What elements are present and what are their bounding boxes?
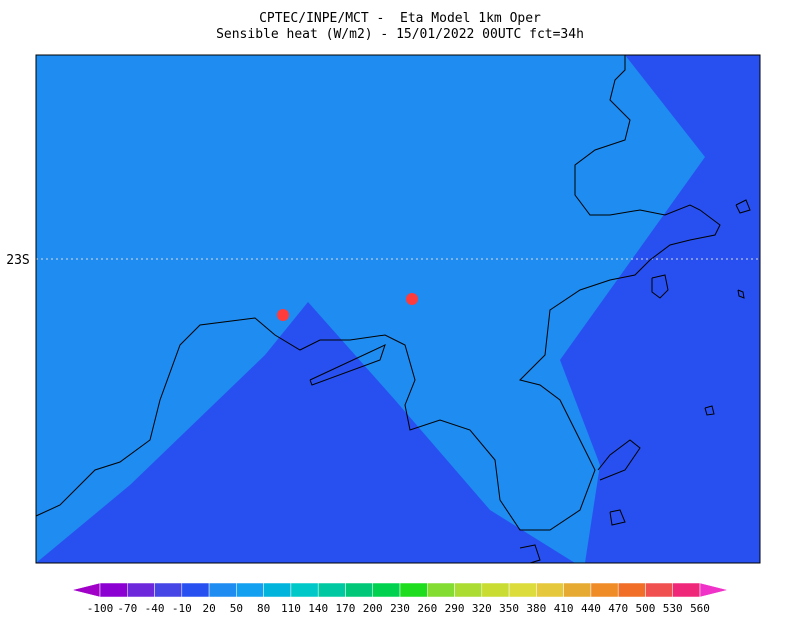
colorbar-box <box>236 582 264 598</box>
coastline <box>519 544 541 564</box>
colorbar-label: 440 <box>581 602 601 615</box>
colorbar-label: 380 <box>526 602 546 615</box>
colorbar-label: 290 <box>445 602 465 615</box>
colorbar-label: -40 <box>145 602 165 615</box>
colorbar-box <box>536 582 564 598</box>
coastline <box>609 509 626 526</box>
lat-label: 23S <box>6 253 29 268</box>
colorbar-label: 530 <box>663 602 683 615</box>
colorbar-label: 230 <box>390 602 410 615</box>
colorbar: -100 -70 -40 -10 20 50 80 110 140 170 200 230 260 290… <box>71 582 729 615</box>
colorbar-box <box>508 582 537 598</box>
colorbar-label: -10 <box>172 602 192 615</box>
colorbar-box <box>372 582 401 598</box>
coastline <box>735 199 751 214</box>
colorbar-label: -100 <box>87 602 114 615</box>
colorbar-box <box>208 582 237 598</box>
colorbar-label: 140 <box>308 602 328 615</box>
colorbar-box <box>563 582 592 598</box>
colorbar-label: 260 <box>417 602 437 615</box>
map-frame <box>35 54 761 564</box>
colorbar-label: 50 <box>230 602 243 615</box>
colorbar-box <box>290 582 319 598</box>
colorbar-box <box>645 582 673 598</box>
field-dark <box>36 302 575 563</box>
title-line-1: CPTEC/INPE/MCT - Eta Model 1km Oper <box>259 11 541 26</box>
colorbar-box <box>672 582 701 598</box>
colorbar-box <box>154 582 183 598</box>
colorbar-box <box>427 582 455 598</box>
title-line-2: Sensible heat (W/m2) - 15/01/2022 00UTC … <box>216 27 584 42</box>
colorbar-label: 350 <box>499 602 519 615</box>
colorbar-box <box>617 582 646 598</box>
field-dark <box>560 55 760 563</box>
colorbar-label: 470 <box>608 602 628 615</box>
colorbar-box <box>127 582 155 598</box>
colorbar-box <box>454 582 483 598</box>
colorbar-label: 320 <box>472 602 492 615</box>
colorbar-box <box>181 582 210 598</box>
colorbar-box <box>345 582 373 598</box>
colorbar-end <box>71 582 101 598</box>
colorbar-label: 200 <box>363 602 383 615</box>
colorbar-label: 110 <box>281 602 301 615</box>
coastline <box>309 344 386 386</box>
station-marker <box>406 293 418 305</box>
colorbar-label: 560 <box>690 602 710 615</box>
station-marker <box>277 309 289 321</box>
colorbar-box <box>317 582 346 598</box>
colorbar-box <box>590 582 619 598</box>
coastline <box>651 274 669 299</box>
colorbar-label: 170 <box>336 602 356 615</box>
colorbar-box <box>99 582 128 598</box>
coastline <box>704 405 715 416</box>
coastline <box>597 439 641 481</box>
colorbar-label: 20 <box>202 602 215 615</box>
coastline <box>35 55 721 531</box>
colorbar-label: -70 <box>117 602 137 615</box>
colorbar-label: 500 <box>636 602 656 615</box>
colorbar-end <box>699 582 729 598</box>
map-area <box>35 54 761 564</box>
coastline <box>737 289 745 299</box>
colorbar-label: 80 <box>257 602 270 615</box>
colorbar-label: 410 <box>554 602 574 615</box>
colorbar-box <box>399 582 428 598</box>
colorbar-box <box>263 582 292 598</box>
colorbar-box <box>481 582 510 598</box>
